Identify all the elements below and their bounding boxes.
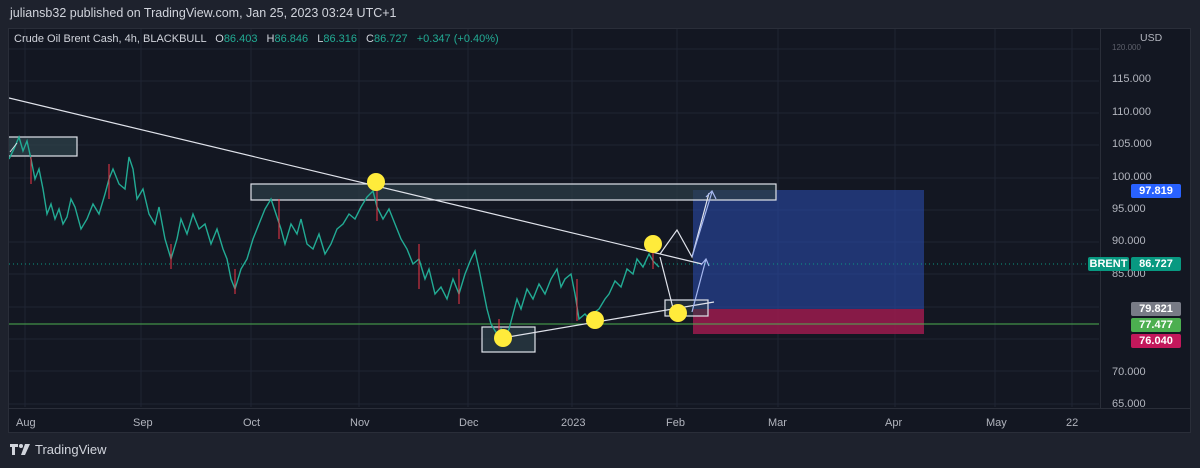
marker-jan-low [586,311,604,329]
brand-name: TradingView [35,442,107,457]
projected-path-upper[interactable] [659,192,710,259]
close-value: 86.727 [374,33,408,45]
price-candles [9,134,660,341]
projected-arrow-lower[interactable] [691,258,707,313]
tradingview-logo-icon [10,444,30,455]
symbol-legend: Crude Oil Brent Cash, 4h, BLACKBULL O86.… [14,33,499,45]
brand-footer: TradingView [10,442,107,457]
projected-path-drop[interactable] [659,256,675,313]
chart-frame[interactable] [8,28,1191,433]
low-value: 86.316 [323,33,357,45]
marker-jan-high [644,235,662,253]
target-price-tag: 97.819 [1131,184,1181,198]
resistance-zone[interactable] [250,183,777,201]
time-axis-divider [8,408,1191,409]
pivot-markers [367,173,687,347]
symbol-tag: BRENT [1088,257,1129,271]
support-price-tag: 77.477 [1131,318,1181,332]
candle-wicks [30,157,654,339]
price-axis-divider [1100,28,1101,408]
publish-header: juliansb32 published on TradingView.com,… [0,0,1200,28]
symbol-name[interactable]: Crude Oil Brent Cash, 4h, BLACKBULL [14,33,207,45]
stop-zone[interactable] [693,309,924,334]
high-value: 86.846 [274,33,309,45]
published-line: juliansb32 published on TradingView.com,… [10,6,397,20]
arrow-head-upper-icon [705,189,717,200]
marker-nov-high [367,173,385,191]
current-price-tag: 86.727 [1131,257,1181,271]
arrow-head-lower-icon [700,257,710,267]
target-zone[interactable] [693,190,924,309]
open-value: 86.403 [223,33,258,45]
price-chart[interactable] [9,29,1099,407]
small-arrow-icon [9,142,18,153]
marker-dec-low [494,329,512,347]
entry-price-tag: 79.821 [1131,302,1181,316]
currency-label: USD [1140,32,1163,44]
stop-price-tag: 76.040 [1131,334,1181,348]
grid [9,29,1099,407]
change-value: +0.347 (+0.40%) [416,33,499,45]
marker-feb-projected [669,304,687,322]
projected-arrow-upper[interactable] [691,191,713,258]
descending-trendline[interactable] [9,97,703,265]
